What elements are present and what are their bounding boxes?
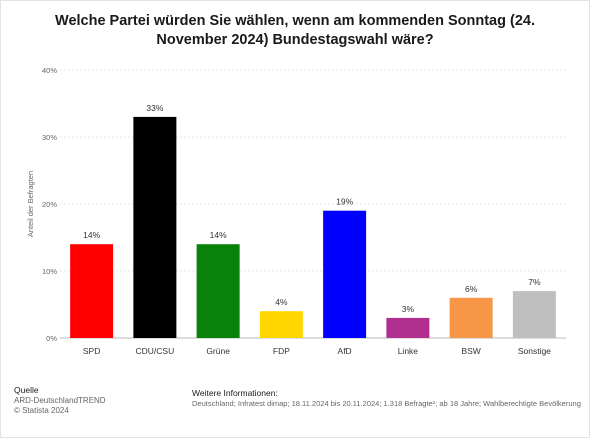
x-tick-label: SPD — [83, 346, 100, 356]
info-block: Weitere Informationen: Deutschland; Infr… — [192, 388, 581, 409]
data-label: 3% — [402, 304, 415, 314]
info-heading: Weitere Informationen: — [192, 388, 278, 398]
x-tick-label: CDU/CSU — [136, 346, 175, 356]
bar-sonstige — [512, 291, 556, 338]
source-heading: Quelle — [14, 385, 39, 395]
bar-spd — [70, 244, 114, 338]
info-text: Deutschland; Infratest dimap; 18.11.2024… — [192, 399, 581, 408]
y-axis-ticks: 0% 10% 20% 30% 40% — [42, 66, 57, 343]
data-labels: 14% 33% 14% 4% 19% 3% 6% 7% — [83, 103, 541, 314]
bar-grüne — [196, 244, 240, 338]
y-tick-label: 40% — [42, 66, 57, 75]
x-tick-label: FDP — [273, 346, 290, 356]
bar-linke — [386, 317, 430, 338]
x-tick-label: AfD — [338, 346, 352, 356]
y-tick-label: 10% — [42, 267, 57, 276]
y-tick-label: 20% — [42, 200, 57, 209]
x-tick-label: Grüne — [206, 346, 230, 356]
bar-bsw — [449, 297, 493, 338]
x-axis-ticks: SPD CDU/CSU Grüne FDP AfD Linke BSW Sonstige — [83, 346, 551, 356]
bar-fdp — [259, 311, 303, 338]
source-name: ARD-DeutschlandTREND — [14, 396, 106, 405]
y-tick-label: 30% — [42, 133, 57, 142]
data-label: 4% — [275, 297, 288, 307]
bar-cdu-csu — [133, 116, 177, 339]
bars — [70, 116, 556, 339]
x-tick-label: Sonstige — [518, 346, 551, 356]
data-label: 7% — [528, 277, 541, 287]
chart-title: Welche Partei würden Sie wählen, wenn am… — [55, 13, 535, 48]
y-axis-label: Anteil der Befragten — [26, 171, 35, 237]
data-label: 19% — [336, 197, 353, 207]
data-label: 33% — [146, 103, 163, 113]
data-label: 6% — [465, 284, 478, 294]
data-label: 14% — [83, 230, 100, 240]
x-tick-label: BSW — [461, 346, 480, 356]
bar-afd — [323, 210, 367, 338]
x-tick-label: Linke — [398, 346, 419, 356]
data-label: 14% — [210, 230, 227, 240]
source-block: Quelle ARD-DeutschlandTREND © Statista 2… — [14, 385, 106, 416]
y-tick-label: 0% — [46, 334, 57, 343]
copyright: © Statista 2024 — [14, 406, 69, 415]
